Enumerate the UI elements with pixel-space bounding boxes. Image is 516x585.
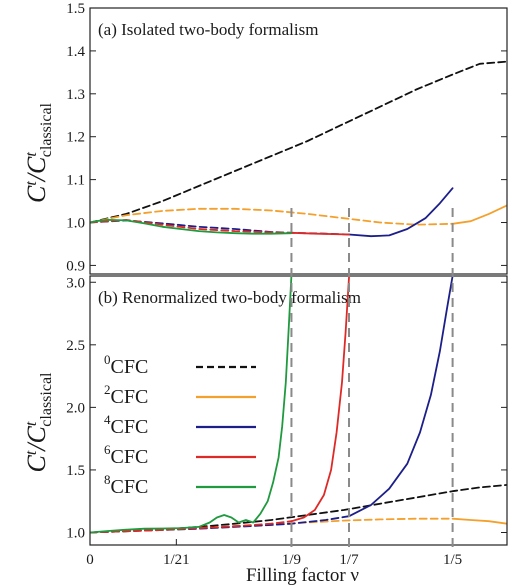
series-line-4CFC xyxy=(348,276,454,518)
x-tick-label: 1/21 xyxy=(163,552,190,568)
series-line-2CFC xyxy=(451,204,507,225)
legend-entry-label: 8CFC xyxy=(104,472,148,498)
y-tick-label: 1.5 xyxy=(66,463,85,479)
panel-b: 1.0 1.5 2.0 2.5 3.0 (b) Renormalized two-body… xyxy=(22,275,508,585)
y-axis-label: Ct/Ctclassical xyxy=(22,372,55,473)
panel-title: (b) Renormalized two-body formalism xyxy=(98,288,361,307)
x-tick-label: 1/7 xyxy=(339,552,359,568)
series-line-6CFC xyxy=(290,231,351,236)
legend: 0CFC 2CFC 4CFC 6CFC 8CFC xyxy=(104,352,256,498)
series-line-2CFC xyxy=(451,517,507,525)
y-tick-label: 1.2 xyxy=(66,130,85,146)
y-tick-label: 1.5 xyxy=(66,1,85,17)
annotations xyxy=(290,208,454,548)
x-tick-label: 0 xyxy=(86,552,94,568)
y-tick-label: 1.0 xyxy=(66,525,85,541)
series-line-6CFC xyxy=(290,276,351,523)
legend-entry-label: 2CFC xyxy=(104,382,148,408)
series-group xyxy=(90,60,507,238)
y-tick-label: 0.9 xyxy=(66,258,85,274)
y-tick-label: 1.4 xyxy=(66,44,85,60)
plot-frame xyxy=(89,7,508,275)
series-line-0CFC xyxy=(90,483,507,534)
y-tick-label: 3.0 xyxy=(66,275,85,291)
x-axis-label: Filling factor ν xyxy=(246,565,359,585)
series-line-4CFC xyxy=(348,187,454,238)
y-tick-label: 1.1 xyxy=(66,173,85,189)
y-tick-label: 2.0 xyxy=(66,400,85,416)
series-line-6CFC xyxy=(90,520,293,534)
panel-a: 0.9 1.0 1.1 1.2 1.3 1.4 1.5 (a) Isolated two-bo… xyxy=(22,1,508,275)
series-line-8CFC xyxy=(90,276,293,534)
x-tick-label: 1/5 xyxy=(443,552,462,568)
series-line-8CFC xyxy=(90,218,293,235)
legend-entry-label: 6CFC xyxy=(104,442,148,468)
series-group xyxy=(90,276,507,534)
series-line-0CFC xyxy=(90,60,507,224)
y-tick-label: 2.5 xyxy=(66,338,85,354)
series-line-2CFC xyxy=(90,207,454,226)
panel-title: (a) Isolated two-body formalism xyxy=(98,20,318,39)
legend-entry-label: 4CFC xyxy=(104,412,148,438)
y-tick-label: 1.0 xyxy=(66,216,85,232)
y-tick-label: 1.3 xyxy=(66,87,85,103)
legend-entry-label: 0CFC xyxy=(104,352,148,378)
x-tick-label: 1/9 xyxy=(282,552,301,568)
y-axis-label: Ct/Ctclassical xyxy=(22,102,55,203)
plot-frame xyxy=(89,275,508,546)
